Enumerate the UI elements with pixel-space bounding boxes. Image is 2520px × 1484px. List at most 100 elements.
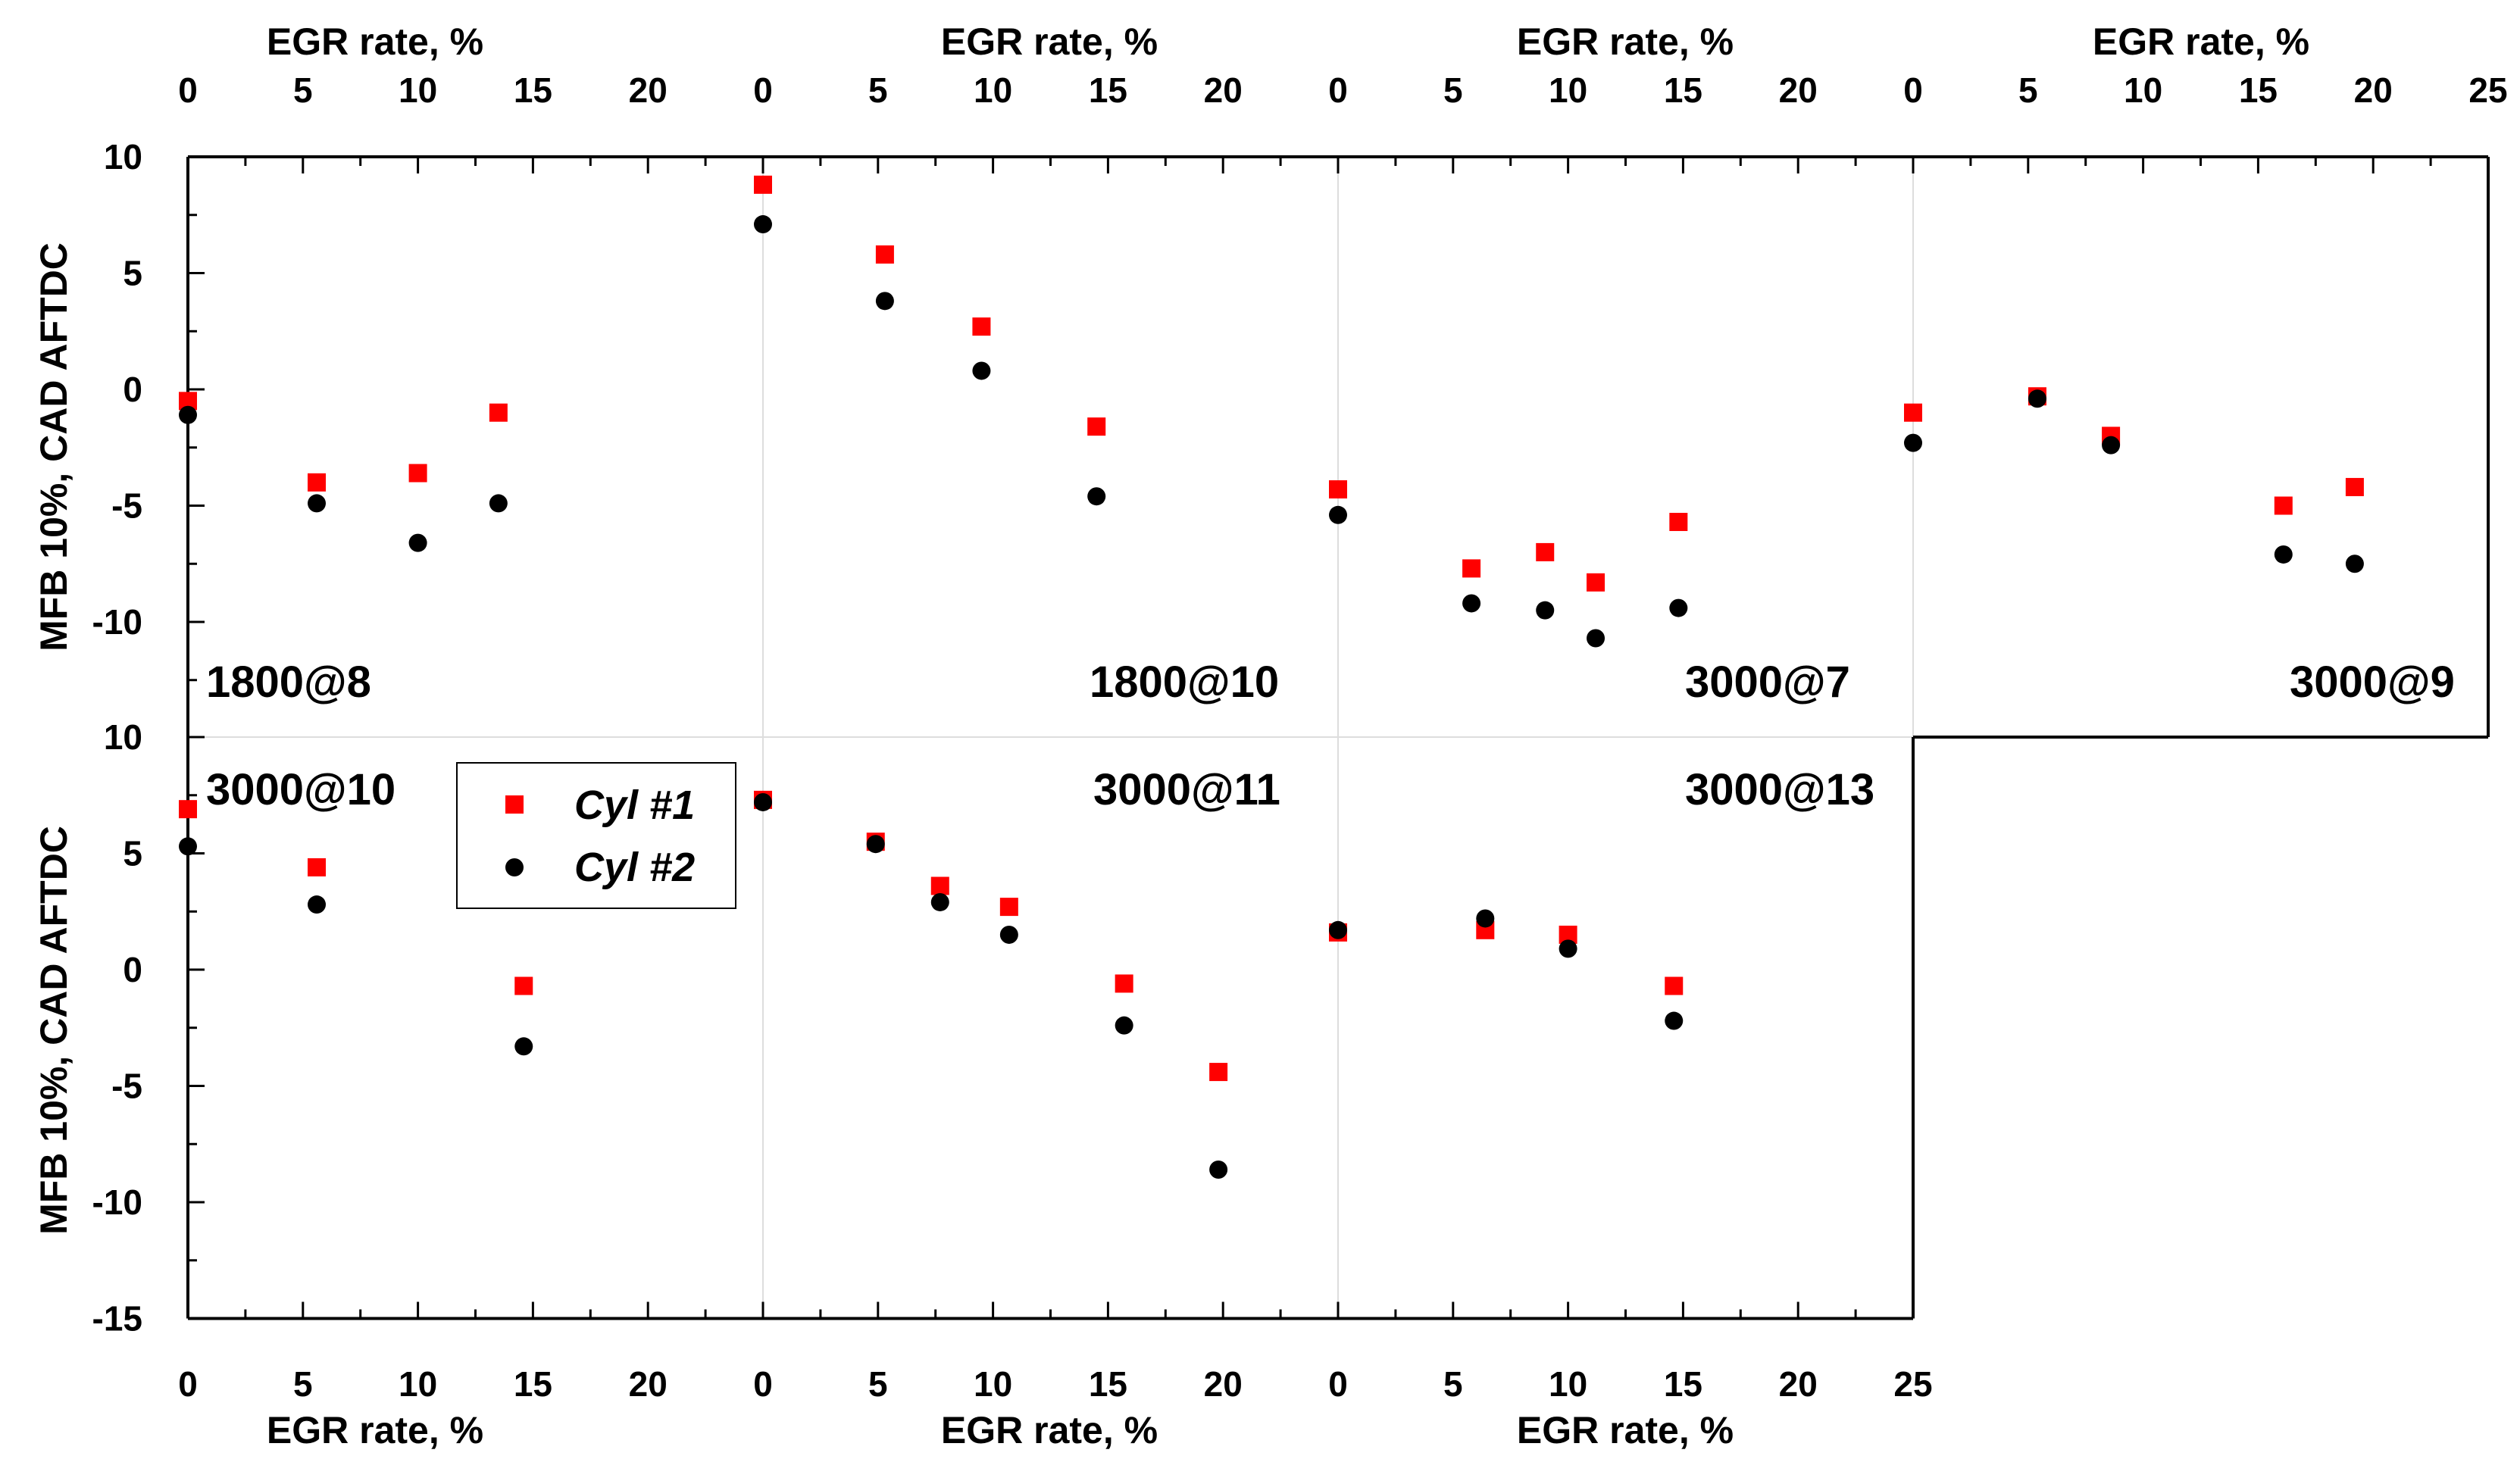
point-cyl2-panel4 (308, 895, 327, 914)
y-top-tick-label: 0 (123, 370, 142, 409)
panel-label-3000-11: 3000@11 (1093, 765, 1280, 814)
x-axis-title-top-2: EGR rate, % (1517, 20, 1734, 63)
point-cyl2-panel3 (1904, 433, 1922, 452)
x-bottom-tick-label: 10 (1549, 1364, 1587, 1404)
point-cyl1-panel0 (489, 403, 508, 422)
x-top-tick-label: 0 (1903, 70, 1923, 110)
point-cyl2-panel3 (2028, 389, 2046, 408)
x-top-tick-label: 15 (1089, 70, 1127, 110)
y-top-tick-label: -10 (92, 602, 142, 642)
y-top-tick-label: 5 (123, 254, 142, 293)
point-cyl2-panel5 (1209, 1161, 1228, 1179)
x-top-tick-label: 5 (293, 70, 313, 110)
point-cyl1-panel1 (875, 245, 894, 264)
x-bottom-tick-label: 20 (1204, 1364, 1243, 1404)
x-axis-title-bottom-0: EGR rate, % (267, 1409, 483, 1451)
point-cyl1-panel3 (2345, 477, 2364, 496)
x-top-tick-label: 20 (1204, 70, 1243, 110)
point-cyl2-panel6 (1329, 920, 1347, 939)
point-cyl1-panel0 (308, 473, 327, 492)
legend-label-cyl1: Cyl #1 (574, 783, 695, 828)
point-cyl1-panel5 (1209, 1063, 1228, 1082)
x-top-tick-label: 5 (868, 70, 888, 110)
x-axis-title-bottom-1: EGR rate, % (941, 1409, 1158, 1451)
x-bottom-tick-label: 0 (178, 1364, 198, 1404)
point-cyl2-panel0 (408, 533, 427, 552)
point-cyl2-panel2 (1587, 629, 1605, 648)
y-bottom-tick-label: 0 (123, 950, 142, 989)
x-bottom-tick-label: 5 (1443, 1364, 1463, 1404)
point-cyl1-panel2 (1462, 559, 1481, 578)
point-cyl2-panel5 (866, 835, 885, 854)
y-bottom-tick-label: 5 (123, 834, 142, 873)
point-cyl2-panel1 (972, 361, 991, 380)
point-cyl1-panel1 (972, 317, 991, 336)
panel-label-1800-8: 1800@8 (206, 658, 371, 707)
x-top-tick-label: 0 (753, 70, 773, 110)
point-cyl2-panel2 (1462, 594, 1481, 613)
point-cyl2-panel1 (875, 292, 894, 311)
x-top-tick-label: 25 (2468, 70, 2507, 110)
x-bottom-tick-label: 20 (629, 1364, 668, 1404)
point-cyl1-panel4 (308, 858, 327, 876)
point-cyl2-panel5 (1115, 1016, 1133, 1035)
point-cyl1-panel4 (514, 976, 533, 995)
x-top-tick-label: 15 (514, 70, 552, 110)
x-axis-title-top-0: EGR rate, % (267, 20, 483, 63)
tick-labels: 0 5 10 15 20 0 5 10 15 20 0 5 10 15 20 0 5 10 15 20 25 0 5 10 15… (92, 70, 2508, 1404)
point-cyl1-panel1 (1087, 417, 1106, 436)
point-cyl2-panel2 (1669, 598, 1688, 617)
x-top-tick-label: 10 (399, 70, 437, 110)
panel-grid-lines (188, 157, 1914, 1319)
x-bottom-tick-label: 20 (1779, 1364, 1818, 1404)
point-cyl2-panel6 (1559, 939, 1577, 958)
y-axis-title-top: MFB 10%, CAD AFTDC (33, 242, 75, 651)
panel-label-3000-9: 3000@9 (2290, 658, 2455, 707)
y-bottom-tick-label: -10 (92, 1183, 142, 1222)
point-cyl2-panel6 (1665, 1011, 1684, 1030)
y-axis-title-bottom: MFB 10%, CAD AFTDC (33, 826, 75, 1235)
x-bottom-tick-label: 5 (868, 1364, 888, 1404)
y-bottom-tick-label: -5 (111, 1067, 142, 1106)
point-cyl1-panel5 (1115, 974, 1133, 993)
point-cyl2-panel2 (1536, 601, 1555, 620)
x-top-tick-label: 5 (2018, 70, 2038, 110)
panel-label-3000-10: 3000@10 (206, 765, 396, 814)
legend-box (456, 762, 736, 909)
legend-label-cyl2: Cyl #2 (574, 845, 695, 890)
x-axis-title-top-1: EGR rate, % (941, 20, 1158, 63)
x-bottom-tick-label: 0 (753, 1364, 773, 1404)
panel-label-3000-13: 3000@13 (1685, 765, 1874, 814)
point-cyl1-panel5 (930, 876, 949, 895)
point-cyl2-panel0 (308, 494, 327, 513)
data-points (179, 175, 2364, 1179)
point-cyl2-panel1 (1087, 487, 1106, 506)
point-cyl1-panel1 (754, 175, 772, 194)
x-top-tick-label: 5 (1443, 70, 1463, 110)
x-top-tick-label: 10 (2124, 70, 2162, 110)
axis-ticks (186, 155, 2490, 1320)
point-cyl2-panel3 (2102, 436, 2121, 455)
x-bottom-tick-label: 5 (293, 1364, 313, 1404)
point-cyl1-panel2 (1536, 542, 1555, 561)
x-top-tick-label: 15 (2239, 70, 2278, 110)
point-cyl1-panel6 (1665, 976, 1684, 995)
point-cyl2-panel3 (2274, 545, 2293, 564)
x-bottom-tick-label: 15 (1089, 1364, 1127, 1404)
x-bottom-tick-label: 0 (1328, 1364, 1348, 1404)
legend: Cyl #1 Cyl #2 (456, 762, 736, 909)
point-cyl1-panel4 (179, 800, 197, 819)
point-cyl2-panel5 (999, 925, 1018, 944)
x-top-tick-label: 0 (178, 70, 198, 110)
point-cyl2-panel4 (514, 1037, 533, 1056)
y-bottom-tick-label: 10 (104, 717, 142, 757)
y-top-tick-label: 10 (104, 137, 142, 177)
x-top-tick-label: 15 (1664, 70, 1702, 110)
point-cyl2-panel5 (754, 792, 772, 811)
point-cyl2-panel2 (1329, 505, 1347, 524)
x-top-tick-label: 10 (974, 70, 1012, 110)
legend-marker-cyl1 (505, 795, 524, 814)
x-top-tick-label: 10 (1549, 70, 1587, 110)
x-bottom-tick-label: 15 (1664, 1364, 1702, 1404)
